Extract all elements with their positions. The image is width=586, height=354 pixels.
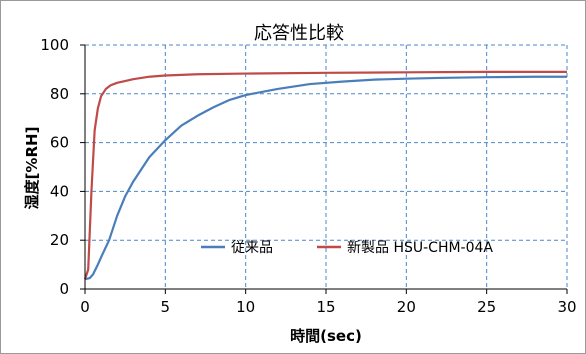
- y-tick-label: 80: [50, 85, 69, 103]
- x-tick-label: 0: [80, 298, 90, 316]
- series-layer: [83, 70, 567, 281]
- y-tick-label: 20: [50, 231, 69, 249]
- axis-layer: 0 20 40 60 80 100 0 5 10 15 20 25 30: [40, 36, 576, 316]
- y-axis-label: 湿度[%RH]: [23, 127, 41, 210]
- y-tick-label: 0: [59, 280, 69, 298]
- legend-label-0: 従来品: [231, 240, 273, 256]
- y-tick-label: 60: [50, 134, 69, 152]
- chart-title: 応答性比較: [254, 23, 344, 44]
- legend: 従来品 新製品 HSU-CHM-04A: [201, 240, 493, 256]
- y-tick-label: 40: [50, 182, 69, 200]
- legend-label-1: 新製品 HSU-CHM-04A: [347, 240, 493, 256]
- x-tick-label: 30: [557, 298, 576, 316]
- x-axis-label: 時間(sec): [290, 327, 362, 345]
- series-line-0: [84, 75, 567, 281]
- x-tick-label: 5: [161, 298, 171, 316]
- grid-layer: [85, 44, 568, 289]
- y-tick-label: 100: [40, 36, 69, 54]
- x-tick-label: 10: [236, 298, 255, 316]
- x-tick-label: 25: [477, 298, 496, 316]
- x-tick-label: 15: [316, 298, 335, 316]
- x-tick-label: 20: [397, 298, 416, 316]
- series-line-1: [83, 70, 567, 280]
